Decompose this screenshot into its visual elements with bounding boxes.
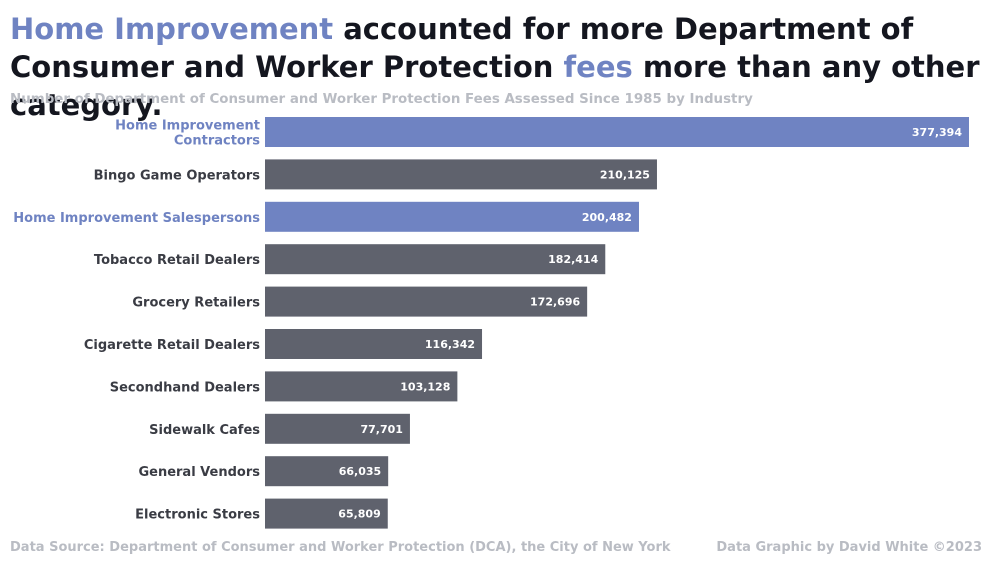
bar-value-label: 377,394: [912, 126, 962, 139]
category-label: General Vendors: [138, 465, 260, 480]
bar: [265, 117, 969, 147]
category-label: Tobacco Retail Dealers: [94, 253, 260, 268]
bar: [265, 159, 657, 190]
bar: [265, 413, 410, 444]
chart-title: Home Improvement accounted for more Depa…: [10, 10, 995, 124]
bar-value-label: 66,035: [339, 465, 381, 478]
bar: [265, 244, 606, 275]
credit-note: Data Graphic by David White ©2023: [716, 540, 982, 555]
category-label: Electronic Stores: [135, 508, 260, 523]
category-label: Bingo Game Operators: [94, 168, 261, 183]
title-highlight-home-improvement: Home Improvement: [10, 12, 334, 46]
bar: [265, 329, 483, 359]
category-label: Sidewalk Cafes: [149, 423, 260, 438]
data-source-note: Data Source: Department of Consumer and …: [10, 540, 671, 555]
bar-chart: 377,394 Home Improvement Contractors 210,12…: [13, 117, 969, 529]
bar-value-label: 172,696: [530, 296, 580, 309]
chart-subtitle: Number of Department of Consumer and Wor…: [10, 92, 753, 107]
category-label: Home Improvement Contractors: [115, 119, 260, 149]
bar: [265, 201, 639, 232]
bar-value-label: 200,482: [582, 211, 632, 224]
bar-value-label: 116,342: [425, 338, 475, 351]
bar: [265, 371, 458, 402]
bar-value-label: 182,414: [548, 253, 598, 266]
category-label: Secondhand Dealers: [110, 380, 261, 395]
bar: [265, 498, 388, 529]
title-highlight-fees: fees: [563, 50, 633, 84]
bar-value-label: 77,701: [360, 423, 402, 436]
category-label: Grocery Retailers: [132, 296, 260, 311]
bar: [265, 456, 389, 487]
bar: [265, 286, 588, 317]
bar-value-label: 65,809: [338, 508, 380, 521]
category-label: Home Improvement Salespersons: [13, 211, 260, 226]
category-label: Cigarette Retail Dealers: [84, 338, 260, 353]
title-text-middle: accounted for more Department of Consume…: [10, 12, 914, 84]
title-text-end: more than any other category.: [10, 50, 980, 122]
bar-value-label: 210,125: [600, 168, 650, 181]
bar-value-label: 103,128: [400, 380, 450, 393]
